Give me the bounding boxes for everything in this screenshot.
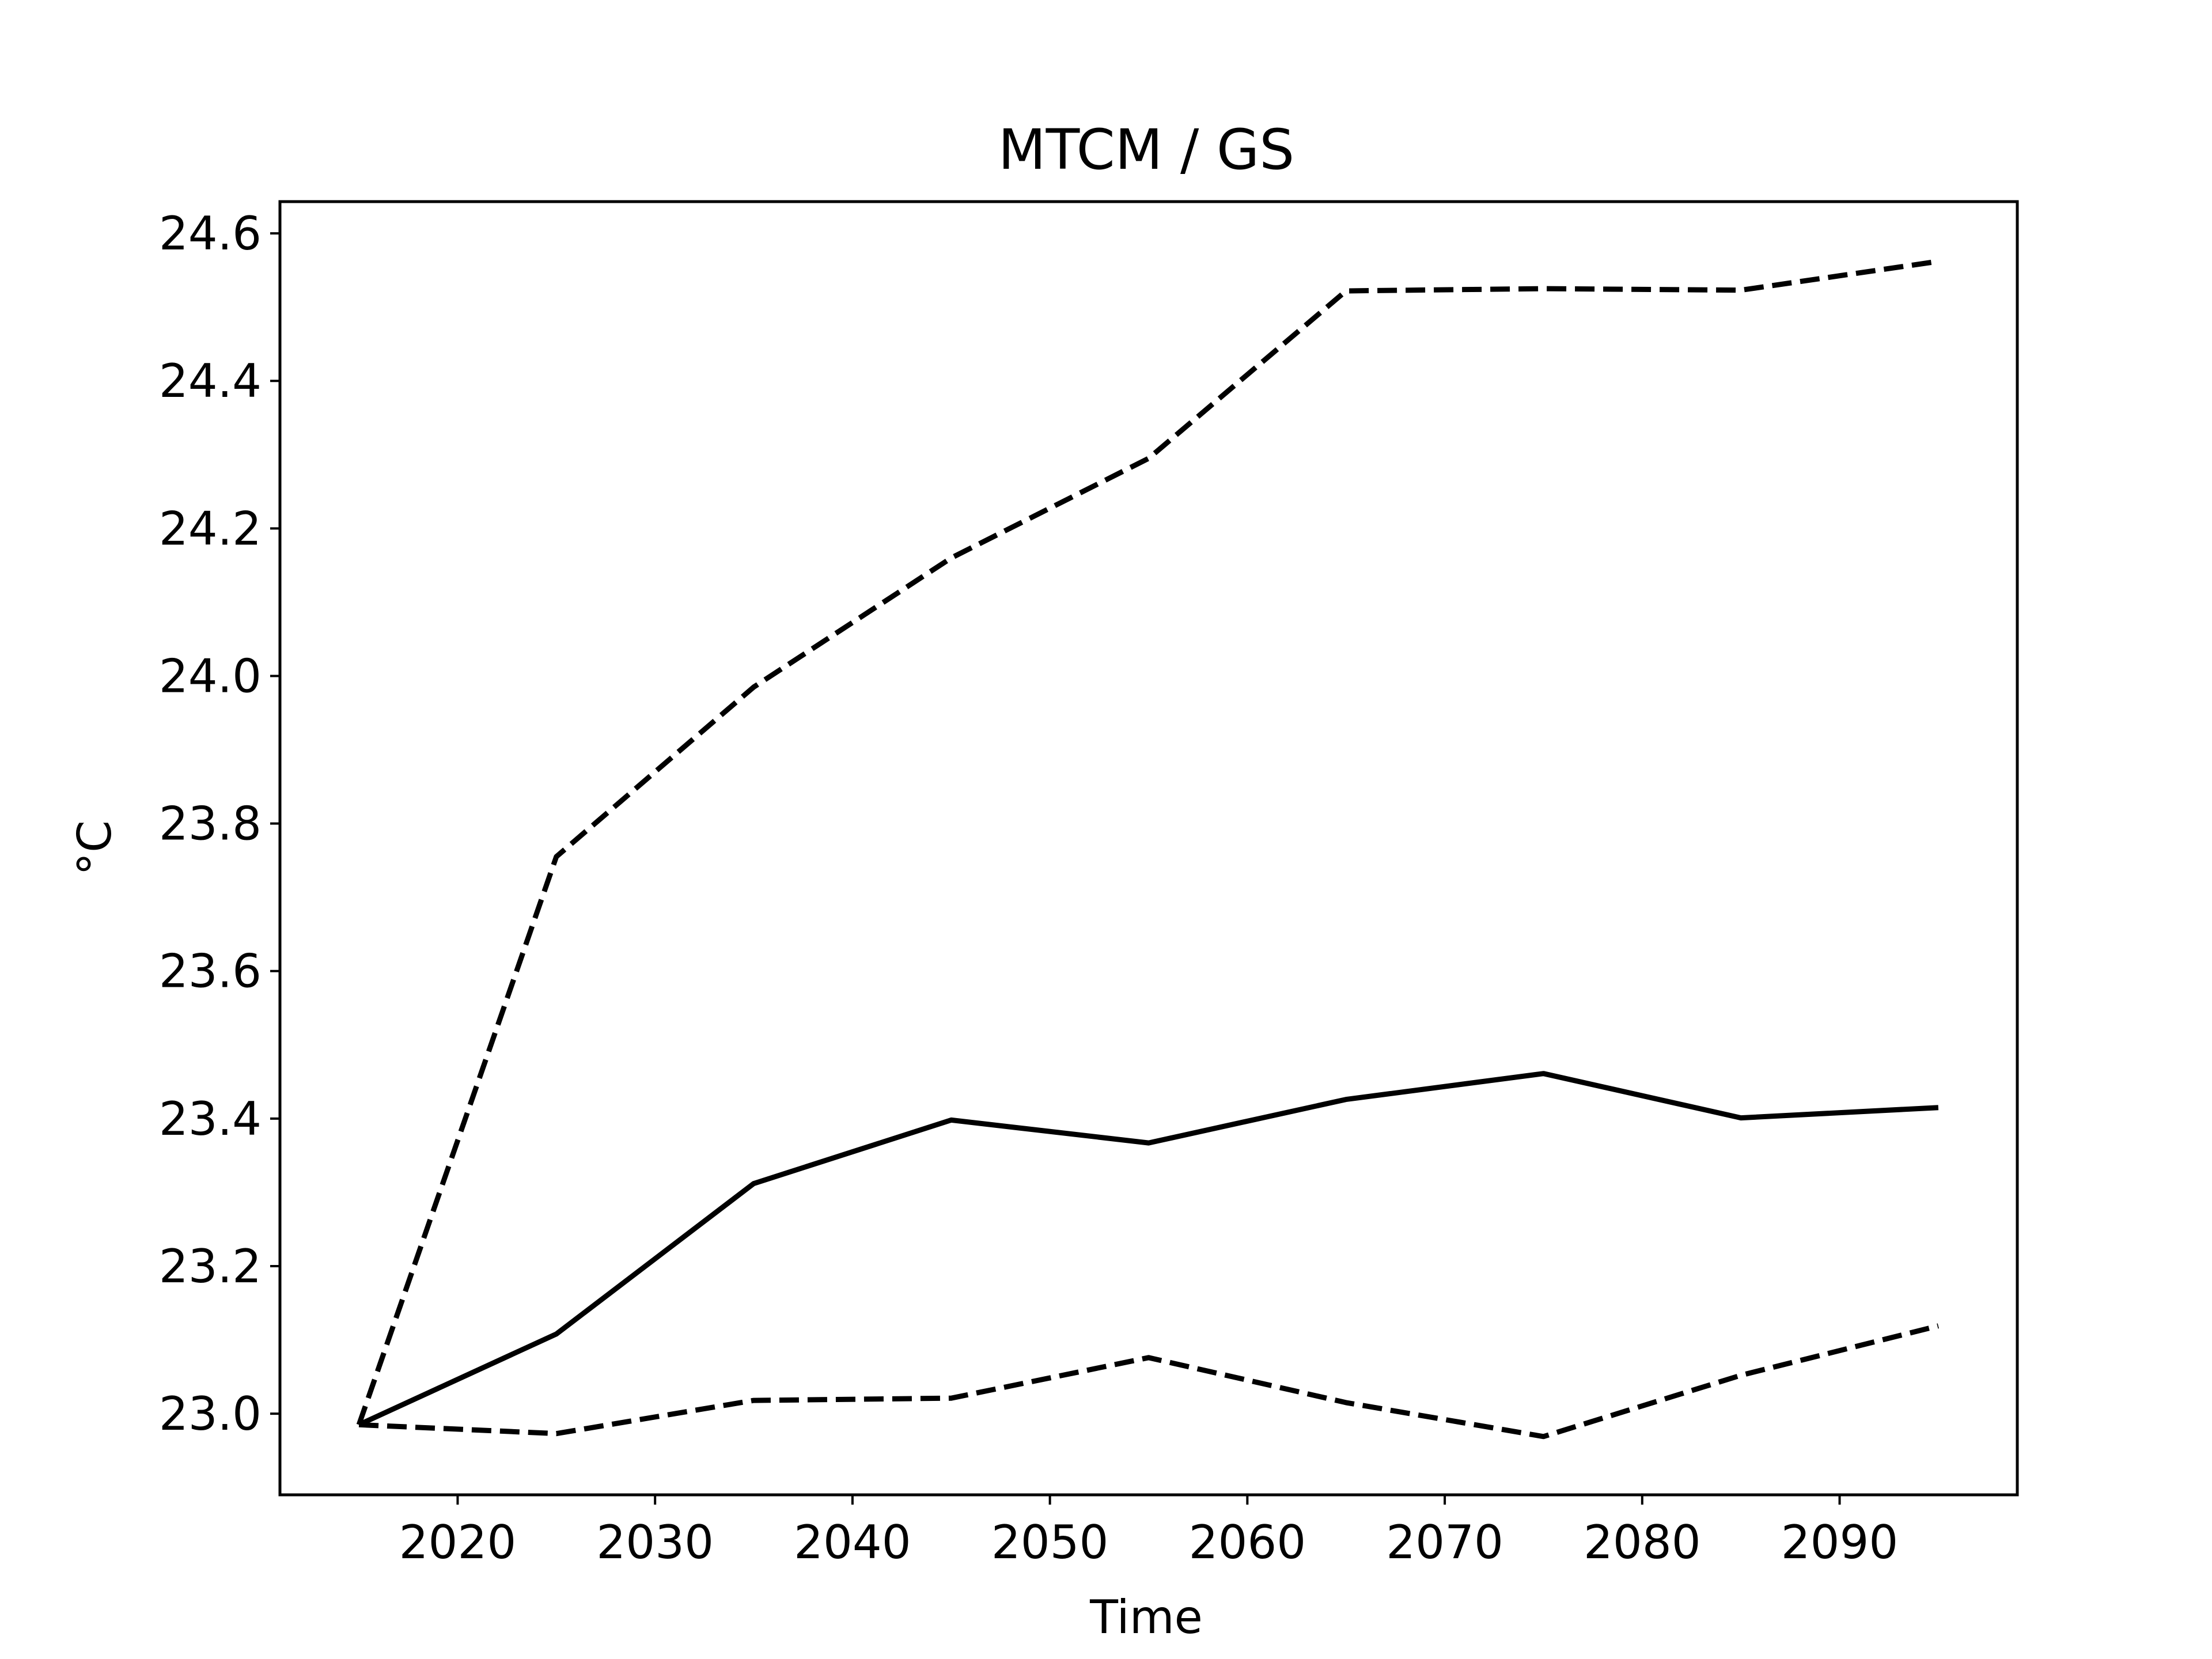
x-tick-label: 2060	[1189, 1516, 1306, 1569]
y-tick-label: 24.4	[159, 354, 262, 408]
x-tick-label: 2090	[1781, 1516, 1899, 1569]
y-axis: 23.0 23.2 23.4 23.6 23.8 24.0 24.2 24.4 24.6	[159, 207, 280, 1441]
series-line-3	[358, 1323, 1939, 1440]
x-tick-label: 2020	[399, 1516, 517, 1569]
y-tick-label: 24.0	[159, 649, 262, 703]
series-line-1	[358, 1071, 1939, 1427]
x-tick-label: 2030	[596, 1516, 714, 1569]
y-tick-label: 24.2	[159, 502, 262, 555]
x-axis: 2020 2030 2040 2050 2060 2070 2080 2090	[399, 1495, 1899, 1569]
y-tick-label: 23.0	[159, 1387, 262, 1441]
y-axis-title: °C	[68, 820, 122, 876]
chart-title: MTCM / GS	[998, 118, 1294, 182]
y-tick-label: 23.6	[159, 945, 262, 998]
series-line-2	[356, 259, 1939, 1426]
series-layer	[356, 259, 1939, 1440]
y-tick-label: 24.6	[159, 207, 262, 260]
plot-area-frame	[278, 200, 2019, 1497]
y-tick-label: 23.2	[159, 1240, 262, 1293]
y-tick-label: 23.8	[159, 797, 262, 851]
x-tick-label: 2040	[794, 1516, 911, 1569]
x-axis-title: Time	[1089, 1590, 1203, 1644]
y-tick-label: 23.4	[159, 1092, 262, 1146]
x-tick-label: 2050	[991, 1516, 1109, 1569]
x-tick-label: 2080	[1584, 1516, 1701, 1569]
x-tick-label: 2070	[1386, 1516, 1503, 1569]
